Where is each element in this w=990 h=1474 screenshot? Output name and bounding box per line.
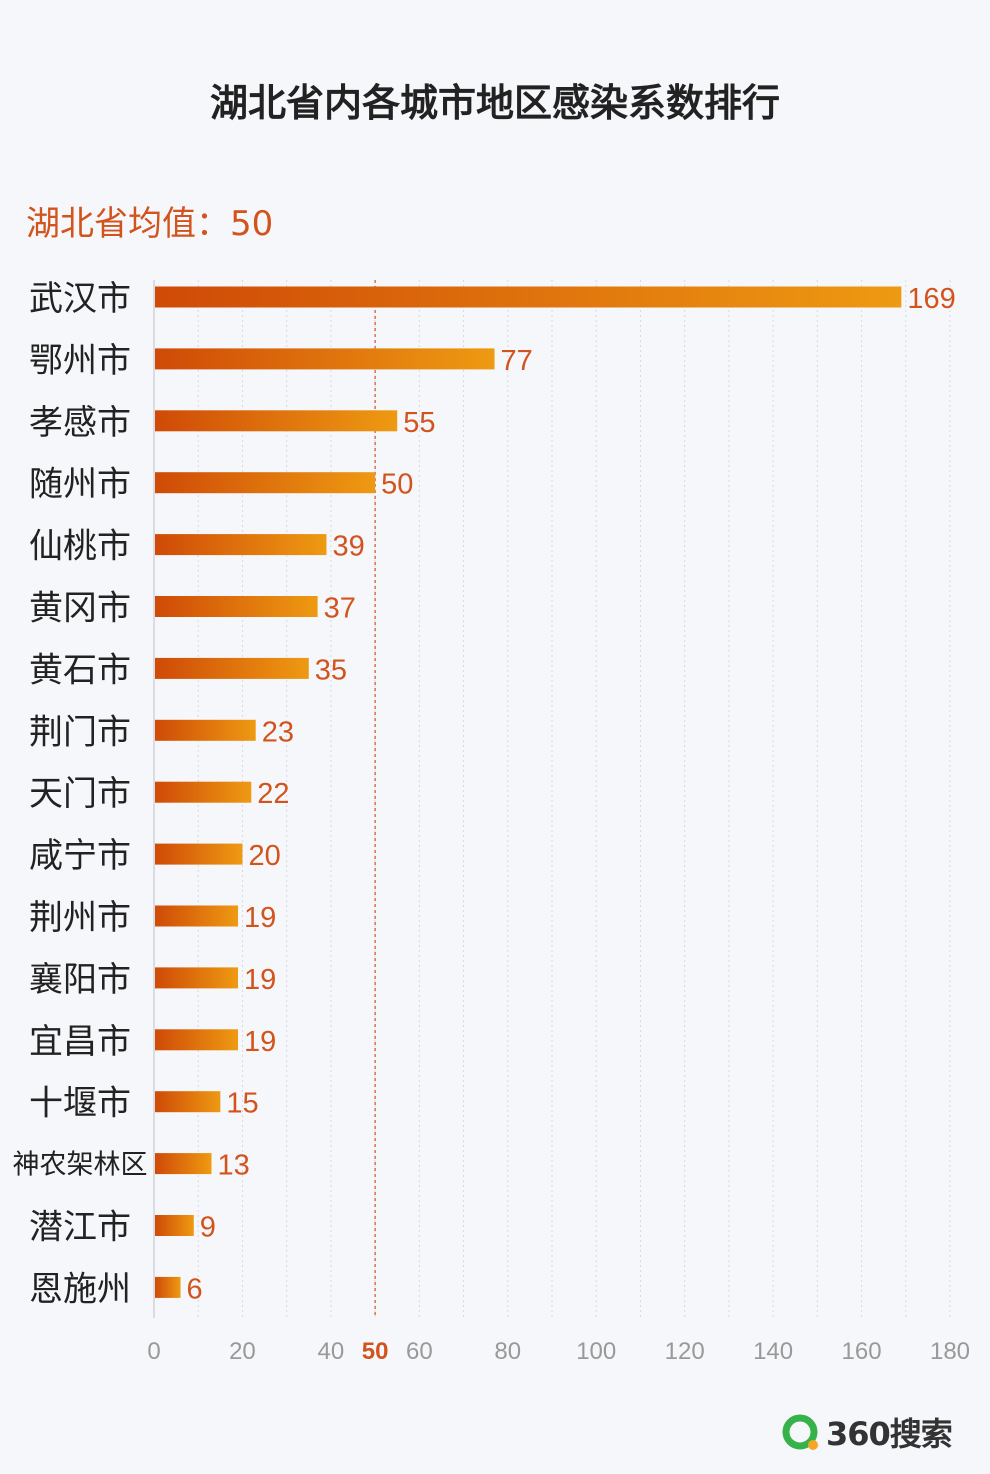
average-tick-label: 50	[362, 1338, 389, 1365]
category-label: 十堰市	[29, 1084, 131, 1124]
logo-text: 360搜索	[826, 1415, 953, 1453]
bar-神农架林区	[155, 1153, 212, 1175]
chart-title: 湖北省内各城市地区感染系数排行	[209, 81, 780, 125]
bars	[155, 286, 902, 1298]
category-label: 武汉市	[29, 279, 131, 319]
bar-chart: 武汉市鄂州市孝感市随州市仙桃市黄冈市黄石市荆门市天门市咸宁市荆州市襄阳市宜昌市十…	[13, 279, 971, 1365]
value-labels: 169 77 55 50 39 37 35 23 22 20 19 19 19 15 139 6	[187, 283, 956, 1305]
bar-潜江市	[155, 1215, 194, 1236]
x-tick-label: 40	[318, 1338, 345, 1365]
bar-随州市	[155, 472, 376, 494]
category-label: 孝感市	[29, 403, 131, 443]
360-search-logo-icon	[782, 1414, 818, 1450]
category-label: 襄阳市	[29, 960, 131, 1000]
bar-仙桃市	[155, 534, 327, 556]
category-label: 鄂州市	[29, 341, 131, 381]
category-labels: 武汉市鄂州市孝感市随州市仙桃市黄冈市黄石市荆门市天门市咸宁市荆州市襄阳市宜昌市十…	[13, 279, 148, 1309]
x-tick-label: 0	[147, 1338, 160, 1365]
category-label: 仙桃市	[29, 527, 131, 567]
x-tick-label: 120	[665, 1338, 705, 1365]
x-tick-label: 20	[229, 1338, 256, 1365]
value-label: 37	[324, 593, 356, 625]
value-label: 35	[315, 654, 347, 686]
category-label: 黄石市	[29, 650, 131, 690]
value-label: 19	[244, 964, 276, 996]
bar-荆州市	[155, 905, 239, 927]
category-label: 荆门市	[29, 712, 131, 752]
bar-武汉市	[155, 286, 902, 308]
category-label: 潜江市	[29, 1208, 131, 1248]
value-label: 169	[907, 283, 955, 315]
value-label: 50	[381, 469, 413, 501]
bar-黄冈市	[155, 596, 318, 617]
bar-恩施州	[155, 1276, 181, 1298]
value-label: 77	[501, 345, 533, 377]
x-tick-label: 180	[930, 1338, 970, 1365]
x-tick-label: 160	[842, 1338, 882, 1365]
x-tick-label: 140	[753, 1338, 793, 1365]
average-caption: 湖北省均值：50	[26, 204, 274, 244]
value-label: 19	[244, 902, 276, 934]
value-label: 6	[187, 1273, 203, 1305]
bar-宜昌市	[155, 1029, 239, 1051]
value-label: 9	[200, 1212, 216, 1244]
grid-lines	[153, 280, 951, 1318]
bar-黄石市	[155, 657, 309, 679]
bar-荆门市	[155, 719, 256, 741]
value-label: 39	[332, 531, 364, 563]
value-label: 22	[257, 778, 289, 810]
value-label: 23	[262, 716, 294, 748]
value-label: 55	[403, 407, 435, 439]
x-tick-label: 60	[406, 1338, 433, 1365]
value-label: 13	[217, 1150, 249, 1182]
bar-天门市	[155, 781, 252, 803]
value-label: 19	[244, 1026, 276, 1058]
x-axis-ticks: 0 20 40 60 80 100 120 140 160 180 50	[147, 1338, 970, 1365]
bar-咸宁市	[155, 843, 243, 865]
category-label: 天门市	[29, 774, 131, 814]
bar-襄阳市	[155, 967, 239, 989]
bar-孝感市	[155, 410, 398, 432]
category-label: 神农架林区	[13, 1150, 148, 1181]
category-label: 随州市	[29, 465, 131, 505]
x-tick-label: 100	[576, 1338, 616, 1365]
category-label: 咸宁市	[29, 836, 131, 876]
category-label: 荆州市	[29, 898, 131, 938]
category-label: 宜昌市	[29, 1022, 131, 1062]
x-tick-label: 80	[494, 1338, 521, 1365]
category-label: 黄冈市	[29, 589, 131, 629]
bar-鄂州市	[155, 348, 495, 370]
value-label: 20	[248, 840, 280, 872]
bar-十堰市	[155, 1091, 221, 1113]
brand-logo: 360搜索	[780, 1408, 953, 1456]
value-label: 15	[226, 1088, 258, 1120]
category-label: 恩施州	[29, 1269, 131, 1309]
